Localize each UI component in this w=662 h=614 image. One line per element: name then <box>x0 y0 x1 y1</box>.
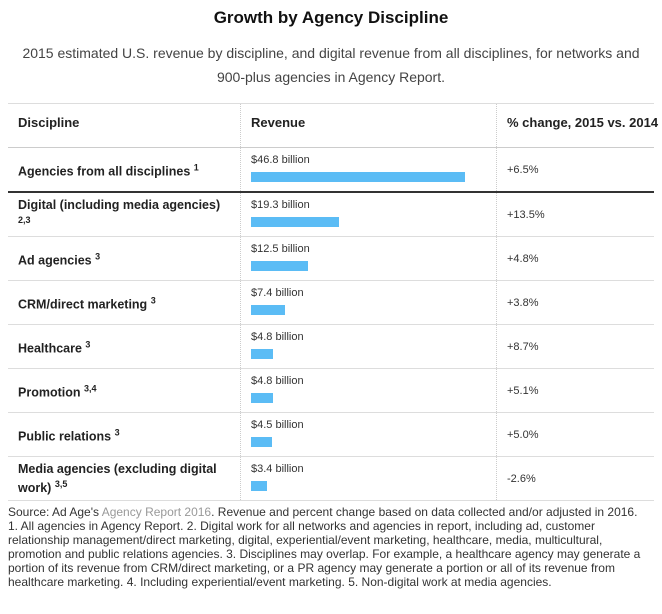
discipline-name: Healthcare <box>18 341 82 356</box>
source-link: Agency Report 2016 <box>101 505 212 519</box>
footnote-ref: 3,4 <box>83 382 97 393</box>
discipline: Healthcare 3 <box>18 337 228 356</box>
revenue-cell: $7.4 billion <box>240 281 497 324</box>
bar <box>251 481 267 491</box>
table-row: Digital (including media agencies) 2,3 $1… <box>8 193 654 237</box>
change-cell: +5.0% <box>496 413 655 456</box>
discipline-cell: Ad agencies 3 <box>18 237 230 280</box>
bar <box>251 172 465 182</box>
discipline-cell: Promotion 3,4 <box>18 369 230 412</box>
discipline-cell: CRM/direct marketing 3 <box>18 281 230 324</box>
revenue-label: $4.5 billion <box>251 419 304 431</box>
header-cell: Discipline <box>18 115 80 130</box>
revenue-label: $46.8 billion <box>251 154 310 166</box>
chart-title: Growth by Agency Discipline <box>213 8 449 27</box>
header-cell: % change, 2015 vs. 2014 <box>496 104 662 147</box>
change-cell: -2.6% <box>496 457 655 500</box>
discipline-name: Ad agencies <box>18 253 92 268</box>
discipline: Media agencies (excluding digital work) … <box>18 461 228 495</box>
source-prefix: Source: Ad Age's <box>8 505 100 519</box>
bar <box>251 393 273 403</box>
footnote-ref: 1 <box>193 161 199 172</box>
revenue-label: $19.3 billion <box>251 199 310 211</box>
discipline: Digital (including media agencies) 2,3 <box>18 197 228 231</box>
discipline-cell: Agencies from all disciplines 1 <box>18 148 230 191</box>
change-cell: +3.8% <box>496 281 655 324</box>
change-label: +5.0% <box>507 428 539 441</box>
change-label: +3.8% <box>507 296 539 309</box>
revenue-label: $3.4 billion <box>251 463 304 475</box>
revenue-cell: $4.8 billion <box>240 369 497 412</box>
footnote-ref: 3 <box>95 250 101 261</box>
bar <box>251 305 285 315</box>
table-row: Ad agencies 3 $12.5 billion +4.8% <box>8 237 654 281</box>
revenue-label: $12.5 billion <box>251 243 310 255</box>
discipline-name: Agencies from all disciplines <box>18 164 191 179</box>
discipline: Public relations 3 <box>18 425 228 444</box>
revenue-cell: $4.8 billion <box>240 325 497 368</box>
revenue-cell: $19.3 billion <box>240 193 497 236</box>
revenue-cell: $12.5 billion <box>240 237 497 280</box>
discipline-cell: Digital (including media agencies) 2,3 <box>18 193 230 236</box>
discipline: Ad agencies 3 <box>18 249 228 268</box>
discipline: Agencies from all disciplines 1 <box>18 160 228 179</box>
change-label: +13.5% <box>507 208 545 221</box>
table: Discipline Revenue % change, 2015 vs. 20… <box>8 103 658 501</box>
change-label: +6.5% <box>507 163 539 176</box>
change-cell: +6.5% <box>496 148 655 191</box>
chart-subtitle: 2015 estimated U.S. revenue by disciplin… <box>22 45 640 85</box>
revenue-cell: $46.8 billion <box>240 148 497 191</box>
discipline-name: Promotion <box>18 385 81 400</box>
table-row: Public relations 3 $4.5 billion +5.0% <box>8 413 654 457</box>
discipline-cell: Public relations 3 <box>18 413 230 456</box>
change-cell: +5.1% <box>496 369 655 412</box>
change-label: +5.1% <box>507 384 539 397</box>
table-row: CRM/direct marketing 3 $7.4 billion +3.8% <box>8 281 654 325</box>
revenue-label: $4.8 billion <box>251 375 304 387</box>
source-note: Source: Ad Age's Agency Report 2016. Rev… <box>8 505 648 589</box>
footnote-ref: 3,5 <box>54 478 68 489</box>
discipline: CRM/direct marketing 3 <box>18 293 228 312</box>
discipline-name: Digital (including media agencies) <box>18 197 221 212</box>
table-row: Healthcare 3 $4.8 billion +8.7% <box>8 325 654 369</box>
discipline-name: Public relations <box>18 429 112 444</box>
header-row: Discipline Revenue % change, 2015 vs. 20… <box>8 104 658 148</box>
change-cell: +8.7% <box>496 325 655 368</box>
header-cell: Revenue <box>240 104 507 147</box>
table-row: Promotion 3,4 $4.8 billion +5.1% <box>8 369 654 413</box>
discipline-cell: Healthcare 3 <box>18 325 230 368</box>
revenue-cell: $4.5 billion <box>240 413 497 456</box>
change-cell: +4.8% <box>496 237 655 280</box>
change-label: -2.6% <box>507 472 536 485</box>
bar <box>251 261 309 271</box>
bar <box>251 349 273 359</box>
change-cell: +13.5% <box>496 193 655 236</box>
source-text: . Revenue and percent change based on da… <box>8 505 641 589</box>
discipline-cell: Media agencies (excluding digital work) … <box>18 457 230 500</box>
footnote-ref: 3 <box>114 426 120 437</box>
bar <box>251 217 340 227</box>
table-row: Media agencies (excluding digital work) … <box>8 457 654 501</box>
revenue-cell: $3.4 billion <box>240 457 497 500</box>
table-row: Agencies from all disciplines 1 $46.8 bil… <box>8 148 654 193</box>
change-label: +8.7% <box>507 340 539 353</box>
footnote-ref: 3 <box>150 294 156 305</box>
revenue-label: $7.4 billion <box>251 287 304 299</box>
discipline-name: CRM/direct marketing <box>18 297 148 312</box>
change-label: +4.8% <box>507 252 539 265</box>
bar <box>251 437 272 447</box>
discipline: Promotion 3,4 <box>18 381 228 400</box>
discipline-name: Media agencies (excluding digital work) <box>18 461 217 495</box>
footnote-ref: 2,3 <box>18 214 31 225</box>
revenue-label: $4.8 billion <box>251 331 304 343</box>
footnote-ref: 3 <box>85 338 91 349</box>
